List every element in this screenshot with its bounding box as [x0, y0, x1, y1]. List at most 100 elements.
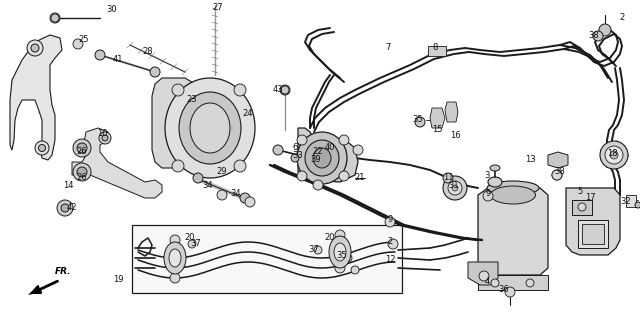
Text: 39: 39 [310, 155, 321, 164]
Circle shape [600, 141, 628, 169]
Text: 35: 35 [337, 251, 348, 261]
Text: 38: 38 [555, 168, 565, 177]
Bar [428, 46, 446, 56]
Text: 31: 31 [449, 182, 460, 191]
Circle shape [77, 167, 87, 177]
Text: 8: 8 [432, 43, 438, 52]
Text: 17: 17 [585, 193, 595, 202]
Bar [578, 220, 608, 248]
Circle shape [245, 197, 255, 207]
Polygon shape [72, 128, 162, 198]
Circle shape [353, 145, 363, 155]
Polygon shape [478, 275, 548, 290]
Ellipse shape [169, 249, 181, 267]
Circle shape [188, 240, 196, 248]
Circle shape [31, 44, 39, 52]
Circle shape [291, 154, 299, 162]
Circle shape [610, 151, 618, 159]
Circle shape [61, 204, 69, 212]
Circle shape [335, 263, 345, 273]
Circle shape [35, 141, 49, 155]
Text: 25: 25 [79, 36, 89, 45]
Text: 26: 26 [77, 173, 87, 183]
Circle shape [505, 287, 515, 297]
Text: 4: 4 [484, 277, 490, 286]
Circle shape [150, 67, 160, 77]
Polygon shape [548, 152, 568, 168]
Text: 22: 22 [313, 148, 323, 157]
Circle shape [73, 163, 91, 181]
Ellipse shape [487, 181, 539, 195]
Text: 12: 12 [385, 256, 396, 265]
Text: 37: 37 [191, 240, 202, 248]
Text: 32: 32 [621, 197, 631, 207]
Circle shape [102, 135, 108, 141]
Circle shape [339, 135, 349, 145]
Ellipse shape [313, 148, 331, 168]
Bar [572, 200, 592, 215]
Circle shape [27, 40, 43, 56]
Circle shape [281, 86, 289, 94]
Text: 30: 30 [107, 6, 117, 14]
Ellipse shape [329, 236, 351, 268]
Polygon shape [430, 108, 445, 128]
Circle shape [313, 180, 323, 190]
Circle shape [635, 202, 640, 208]
Circle shape [552, 170, 562, 180]
Circle shape [483, 191, 493, 201]
Circle shape [170, 235, 180, 245]
Ellipse shape [490, 165, 500, 171]
Text: 11: 11 [443, 173, 453, 183]
Circle shape [172, 160, 184, 172]
Text: 42: 42 [67, 203, 77, 212]
Text: 16: 16 [450, 130, 460, 139]
Circle shape [452, 185, 458, 191]
Circle shape [77, 143, 87, 153]
Text: 15: 15 [432, 125, 442, 134]
Text: 20: 20 [324, 233, 335, 242]
Text: 24: 24 [243, 110, 253, 119]
Text: 43: 43 [273, 85, 284, 95]
Text: FR.: FR. [55, 267, 72, 276]
Bar [582, 224, 604, 244]
Text: 34: 34 [230, 189, 241, 198]
Circle shape [605, 146, 623, 164]
Circle shape [415, 117, 425, 127]
Circle shape [491, 279, 499, 287]
Ellipse shape [490, 186, 536, 204]
Text: 18: 18 [607, 149, 618, 158]
Circle shape [578, 203, 586, 211]
Circle shape [240, 193, 250, 203]
Circle shape [443, 176, 467, 200]
Circle shape [351, 266, 359, 274]
Text: 13: 13 [525, 155, 535, 164]
Text: 9: 9 [485, 189, 491, 198]
Polygon shape [152, 78, 200, 168]
Circle shape [339, 171, 349, 181]
Circle shape [38, 144, 45, 152]
Text: 38: 38 [589, 32, 600, 41]
Text: 7: 7 [385, 43, 390, 52]
Circle shape [593, 31, 603, 41]
Circle shape [552, 170, 562, 180]
Circle shape [385, 217, 395, 227]
Polygon shape [28, 285, 42, 295]
Polygon shape [478, 188, 548, 275]
Text: 26: 26 [77, 148, 87, 157]
Ellipse shape [179, 92, 241, 164]
Circle shape [273, 145, 283, 155]
Circle shape [448, 181, 462, 195]
Circle shape [443, 173, 453, 183]
Circle shape [73, 39, 83, 49]
Circle shape [297, 171, 307, 181]
Circle shape [314, 246, 322, 254]
Text: 35: 35 [413, 115, 423, 124]
Polygon shape [566, 188, 620, 255]
Text: 29: 29 [217, 168, 227, 177]
Circle shape [234, 160, 246, 172]
Ellipse shape [334, 243, 346, 261]
Ellipse shape [164, 242, 186, 274]
Text: 33: 33 [292, 150, 303, 159]
Circle shape [526, 279, 534, 287]
Text: 3: 3 [484, 172, 490, 181]
